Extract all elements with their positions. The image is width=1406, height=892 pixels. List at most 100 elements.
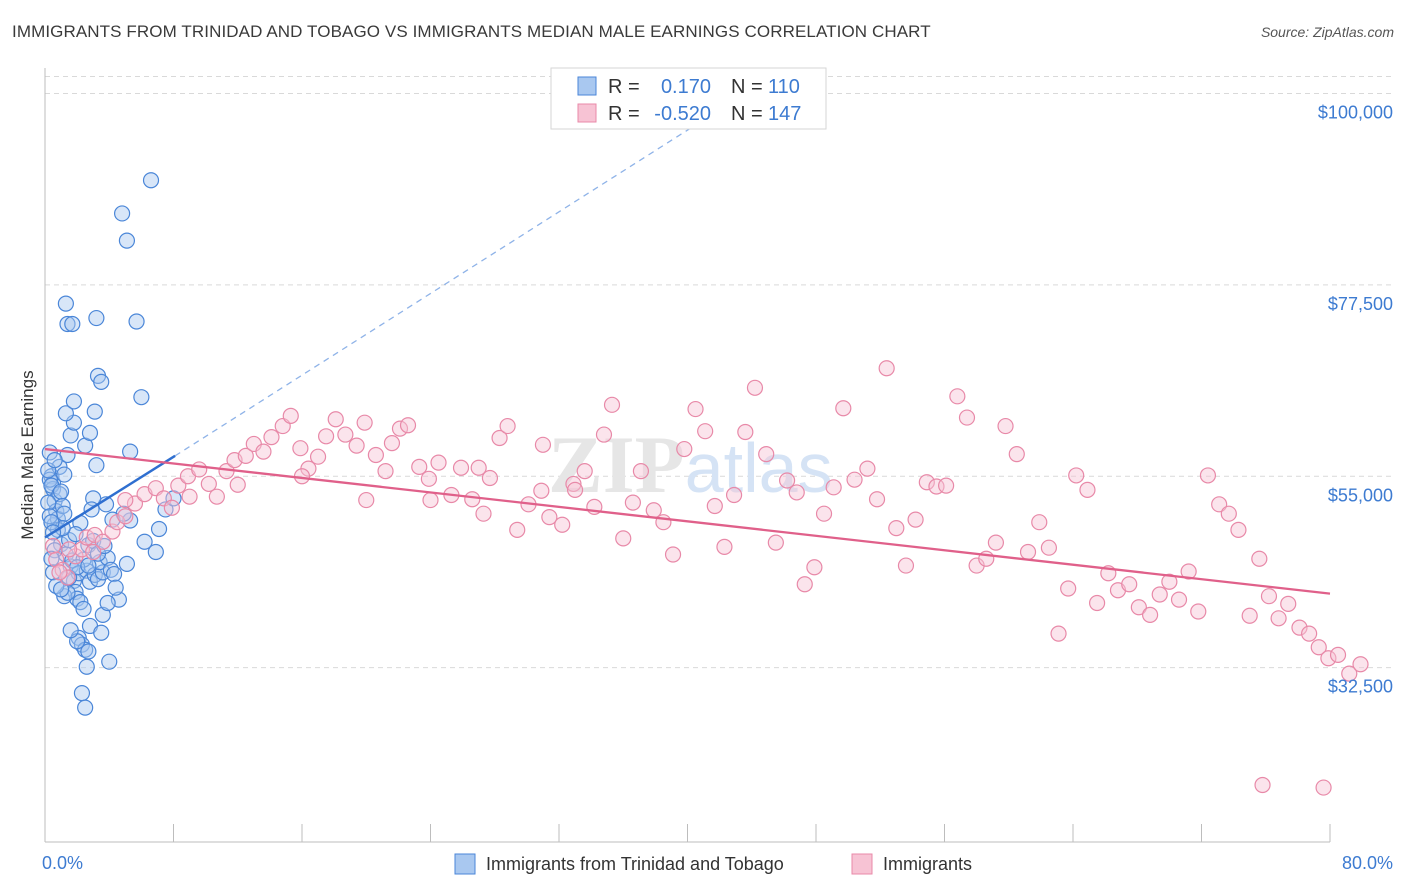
- point-trinidad: [147, 543, 164, 561]
- point-immigrants: [541, 508, 558, 526]
- point-immigrants: [1008, 446, 1025, 463]
- point-immigrants: [576, 463, 593, 480]
- point-immigrants: [422, 491, 439, 509]
- point-immigrants: [716, 538, 733, 555]
- point-immigrants: [1301, 625, 1318, 642]
- point-immigrants: [603, 396, 621, 413]
- point-immigrants: [420, 470, 437, 487]
- chart-title: IMMIGRANTS FROM TRINIDAD AND TOBAGO VS I…: [12, 22, 931, 41]
- point-immigrants: [1079, 481, 1096, 498]
- point-immigrants: [1341, 665, 1358, 682]
- point-immigrants: [470, 459, 487, 476]
- point-immigrants: [565, 475, 582, 493]
- point-immigrants: [356, 414, 373, 431]
- point-immigrants: [109, 514, 126, 531]
- y-tick-label: $55,000: [1328, 485, 1393, 505]
- bottom-legend-label-trinidad: Immigrants from Trinidad and Tobago: [486, 854, 784, 874]
- point-immigrants: [815, 505, 833, 522]
- point-immigrants: [1161, 573, 1178, 590]
- y-tick-label: $100,000: [1318, 103, 1393, 123]
- point-immigrants: [595, 426, 613, 443]
- point-immigrants: [282, 407, 299, 424]
- point-immigrants: [624, 494, 641, 511]
- point-immigrants: [237, 447, 254, 464]
- trend-lines: [44, 88, 1331, 595]
- point-immigrants: [229, 476, 246, 493]
- legend-n-value-1: 110: [768, 76, 800, 98]
- point-immigrants: [1088, 594, 1106, 612]
- legend-swatch-pink: [577, 103, 597, 123]
- point-immigrants: [191, 461, 208, 478]
- point-immigrants: [1254, 776, 1271, 794]
- point-immigrants: [481, 469, 499, 487]
- point-immigrants: [1141, 606, 1159, 624]
- point-trinidad: [150, 520, 168, 538]
- point-immigrants: [59, 569, 76, 586]
- point-immigrants: [554, 516, 571, 533]
- x-tick-labels: 0.0% 80.0%: [42, 853, 1393, 873]
- point-immigrants: [1270, 610, 1287, 627]
- bottom-legend-swatch-blue: [454, 853, 476, 875]
- point-immigrants: [859, 460, 876, 477]
- point-trinidad: [105, 565, 123, 583]
- watermark: ZIPatlas: [548, 419, 833, 510]
- point-immigrants: [1211, 496, 1228, 513]
- point-immigrants: [888, 520, 905, 537]
- y-axis-label: Median Male Earnings: [18, 370, 37, 539]
- legend-r-label-2: R =: [608, 103, 640, 125]
- legend-n-label-1: N =: [731, 76, 763, 98]
- point-immigrants: [309, 448, 327, 465]
- point-trinidad: [43, 550, 60, 567]
- point-immigrants: [1151, 586, 1168, 603]
- point-immigrants: [60, 541, 78, 558]
- point-immigrants: [117, 491, 134, 509]
- point-immigrants: [452, 459, 470, 476]
- point-immigrants: [1251, 550, 1268, 567]
- point-immigrants: [1310, 639, 1327, 656]
- point-trinidad: [118, 232, 136, 249]
- top-legend: R = 0.170 N = 110 R = -0.520 N = 147: [550, 67, 827, 130]
- point-immigrants: [897, 557, 915, 574]
- point-trinidad: [43, 514, 60, 531]
- legend-r-value-2: -0.520: [654, 103, 711, 125]
- source-note: Source: ZipAtlas.com: [1260, 24, 1394, 40]
- point-immigrants: [997, 417, 1014, 435]
- point-immigrants: [367, 446, 384, 464]
- point-immigrants: [327, 411, 344, 428]
- point-immigrants: [778, 472, 796, 489]
- point-immigrants: [499, 417, 516, 435]
- y-tick-label: $32,500: [1328, 677, 1393, 697]
- point-immigrants: [788, 484, 805, 501]
- point-immigrants: [767, 534, 784, 551]
- point-immigrants: [464, 491, 481, 508]
- point-trinidad: [57, 405, 74, 422]
- point-trinidad: [86, 403, 103, 420]
- point-trinidad: [142, 172, 160, 189]
- legend-swatch-blue: [577, 76, 597, 96]
- point-immigrants: [1130, 599, 1147, 616]
- point-trinidad: [51, 486, 68, 503]
- point-immigrants: [758, 446, 775, 463]
- x-tick-label: 0.0%: [42, 853, 83, 873]
- point-immigrants: [126, 495, 144, 512]
- point-immigrants: [1329, 646, 1347, 663]
- point-immigrants: [1068, 467, 1085, 484]
- point-immigrants: [676, 440, 693, 458]
- bottom-legend: Immigrants from Trinidad and Tobago Immi…: [454, 853, 972, 875]
- point-immigrants: [1190, 603, 1207, 620]
- point-immigrants: [1060, 580, 1077, 597]
- point-immigrants: [94, 533, 111, 550]
- point-immigrants: [391, 420, 409, 437]
- point-trinidad: [122, 443, 139, 460]
- point-immigrants: [1291, 619, 1308, 636]
- axes: [44, 68, 1331, 843]
- x-tick-label: 80.0%: [1342, 853, 1393, 873]
- point-immigrants: [1180, 563, 1197, 580]
- point-immigrants: [411, 458, 428, 476]
- point-immigrants: [737, 423, 754, 441]
- point-immigrants: [163, 499, 180, 516]
- point-trinidad: [88, 309, 105, 327]
- point-immigrants: [509, 521, 526, 538]
- point-trinidad: [41, 508, 58, 525]
